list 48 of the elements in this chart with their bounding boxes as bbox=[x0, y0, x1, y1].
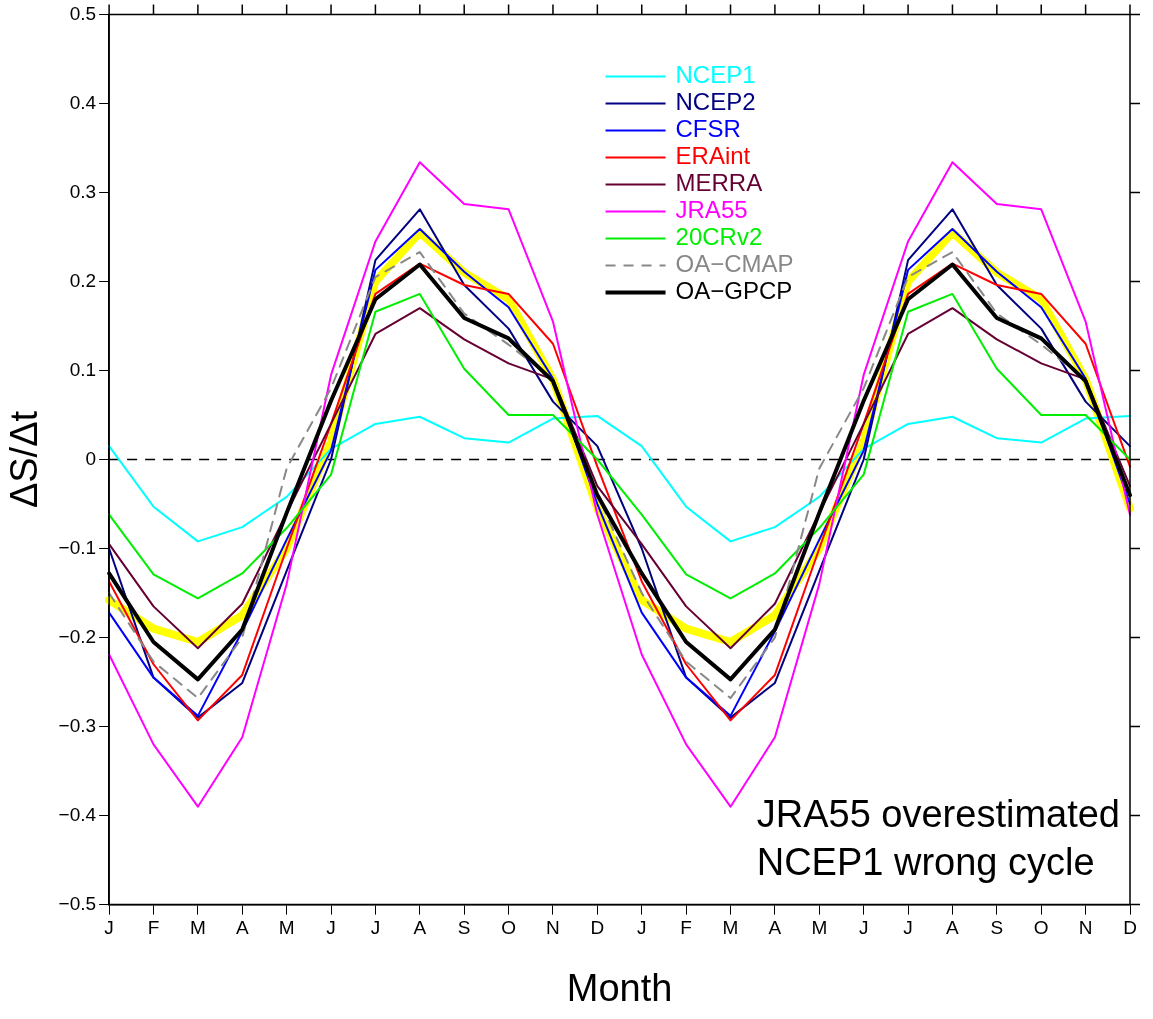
y-tick-label: 0.4 bbox=[69, 91, 97, 113]
y-axis-title: ΔS/Δt bbox=[3, 410, 46, 509]
x-tick-label: F bbox=[147, 917, 160, 939]
y-tick-label: 0.2 bbox=[69, 269, 97, 291]
y-tick-label: −0.5 bbox=[58, 892, 97, 914]
y-tick-label: 0.5 bbox=[69, 2, 97, 24]
x-tick-label: J bbox=[104, 917, 114, 939]
x-tick-label: N bbox=[546, 917, 560, 939]
x-tick-label: N bbox=[1078, 917, 1093, 939]
x-axis-title: Month bbox=[566, 966, 673, 1009]
x-tick-label: J bbox=[858, 917, 869, 939]
y-tick-label: 0 bbox=[85, 447, 97, 469]
x-tick-label: J bbox=[370, 917, 381, 939]
x-tick-label: D bbox=[1123, 917, 1137, 939]
y-tick-label: 0.1 bbox=[69, 358, 97, 380]
legend-label: ERAint bbox=[675, 142, 751, 170]
legend-label: JRA55 bbox=[675, 196, 748, 224]
x-tick-label: O bbox=[1033, 917, 1049, 939]
x-tick-label: J bbox=[326, 917, 336, 939]
x-tick-label: J bbox=[903, 917, 913, 939]
x-tick-label: M bbox=[722, 917, 739, 939]
y-tick-label: −0.4 bbox=[58, 803, 97, 825]
legend-label: NCEP2 bbox=[675, 88, 756, 116]
y-tick-label: −0.3 bbox=[58, 714, 97, 736]
x-tick-label: A bbox=[235, 917, 249, 939]
x-tick-label: O bbox=[501, 917, 516, 939]
annotation: NCEP1 wrong cycle bbox=[756, 840, 1095, 883]
annotation: JRA55 overestimated bbox=[756, 792, 1121, 835]
x-tick-label: J bbox=[637, 917, 647, 939]
x-tick-label: S bbox=[990, 917, 1004, 939]
y-tick-label: 0.3 bbox=[69, 180, 97, 202]
legend-label: OA−GPCP bbox=[675, 277, 793, 305]
x-tick-label: M bbox=[811, 917, 828, 939]
legend-label: MERRA bbox=[675, 169, 763, 197]
x-tick-label: A bbox=[768, 917, 782, 939]
x-tick-label: F bbox=[680, 917, 692, 939]
x-tick-label: S bbox=[457, 917, 471, 939]
x-tick-label: D bbox=[590, 917, 605, 939]
y-tick-label: −0.1 bbox=[58, 536, 97, 558]
x-tick-label: M bbox=[189, 917, 206, 939]
legend-label: OA−CMAP bbox=[675, 250, 794, 278]
legend-label: CFSR bbox=[675, 115, 741, 143]
legend-label: 20CRv2 bbox=[675, 223, 763, 251]
x-tick-label: M bbox=[278, 917, 295, 939]
x-tick-label: A bbox=[946, 917, 960, 939]
legend-label: NCEP1 bbox=[675, 61, 756, 89]
y-tick-label: −0.2 bbox=[58, 625, 97, 647]
x-tick-label: A bbox=[413, 917, 427, 939]
